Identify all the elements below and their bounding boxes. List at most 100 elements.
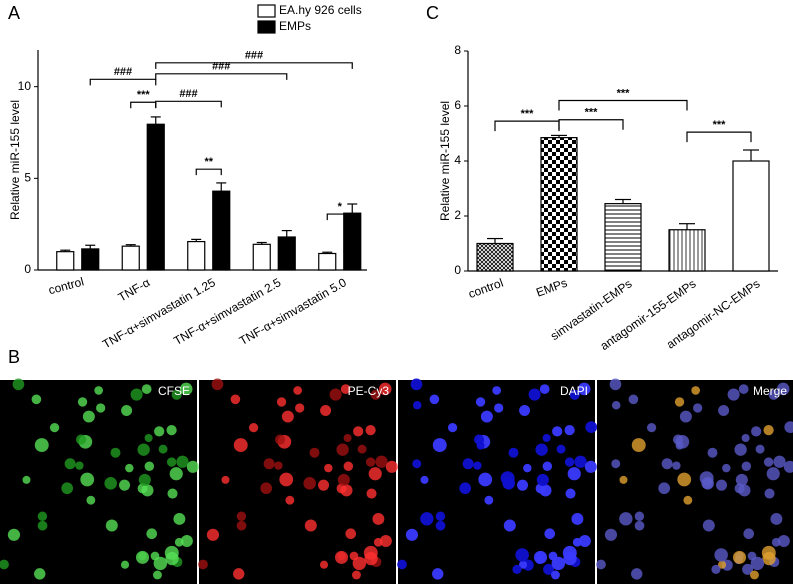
micrograph: PE-Cy3 (198, 378, 398, 584)
significance-label: ** (204, 156, 213, 168)
cell (611, 459, 621, 469)
cell (343, 433, 352, 443)
bar (668, 229, 706, 272)
cell (631, 568, 643, 580)
x-tick-label: TNF-α+simvastatin 2.5 (171, 275, 283, 348)
cell (198, 559, 208, 570)
cell (166, 457, 177, 467)
cell (211, 378, 224, 391)
cell (707, 447, 718, 458)
cell (385, 460, 398, 473)
cell (352, 556, 367, 571)
cell (166, 424, 177, 436)
cell (340, 484, 353, 497)
cell (77, 397, 88, 407)
cell (716, 479, 728, 491)
cell (675, 441, 684, 450)
cell (179, 382, 193, 396)
error-bar (743, 149, 759, 161)
cell (661, 458, 673, 470)
cell (137, 443, 150, 456)
cell (340, 384, 351, 394)
cell (141, 384, 152, 394)
error-bar (615, 198, 631, 204)
cell (429, 394, 440, 405)
cell (658, 482, 671, 495)
panel-label: B (8, 347, 20, 367)
cell (320, 405, 332, 417)
cell (619, 512, 633, 526)
micrograph: DAPI (397, 378, 598, 584)
cell (351, 570, 361, 580)
cell (7, 528, 21, 541)
cell (539, 384, 550, 394)
bar (252, 243, 271, 271)
cell (104, 477, 117, 490)
error-bar (191, 238, 202, 242)
bar (476, 242, 514, 272)
cell (96, 403, 106, 413)
cell (274, 461, 283, 470)
x-tick-label: control (47, 274, 85, 297)
error-bar (60, 249, 71, 252)
error-bar (551, 134, 567, 138)
cell (773, 455, 786, 468)
panel-label: A (8, 3, 20, 23)
cell (611, 400, 621, 410)
cell (556, 444, 566, 454)
bar (56, 251, 75, 271)
cell (329, 388, 342, 401)
cell (276, 397, 287, 407)
cell (604, 528, 618, 541)
error-bar (85, 244, 96, 249)
cell (631, 438, 646, 453)
significance-label: ### (114, 66, 132, 78)
y-tick-label: 10 (18, 79, 32, 93)
error-bar (487, 237, 503, 244)
cell (476, 441, 485, 450)
x-tick-label: TNF-α (116, 275, 153, 304)
significance-label: * (338, 201, 343, 213)
significance-bracket (155, 73, 288, 80)
cell (783, 460, 793, 473)
micrograph-bg (398, 380, 595, 584)
cell (518, 560, 528, 569)
cell (146, 528, 158, 540)
cell (749, 570, 759, 580)
cell (755, 444, 765, 454)
cell (236, 520, 247, 531)
cell (539, 484, 552, 497)
micrograph-bg (199, 380, 396, 584)
cell (564, 424, 575, 436)
significance-label: *** (713, 119, 727, 131)
image-label: DAPI (560, 384, 588, 398)
cell (365, 457, 376, 467)
image-label: PE-Cy3 (348, 384, 390, 398)
cell (121, 405, 133, 417)
cell (435, 511, 446, 522)
cell (135, 550, 150, 564)
cell (206, 528, 220, 541)
x-tick-label: control (466, 276, 505, 301)
cell (750, 556, 765, 571)
cell (542, 433, 551, 443)
cell (420, 475, 429, 484)
cell (634, 520, 645, 531)
cell (714, 548, 728, 562)
cell (768, 389, 779, 400)
cell (528, 388, 541, 401)
bar (277, 236, 296, 271)
cell (672, 461, 681, 470)
cell (345, 528, 357, 540)
image-label: CFSE (158, 384, 190, 398)
cell (120, 560, 130, 569)
bar (121, 245, 140, 271)
cell (61, 482, 74, 495)
cell (738, 384, 749, 394)
legend-swatch (257, 20, 276, 34)
cell (480, 410, 493, 423)
cell (0, 559, 9, 570)
cell (281, 410, 294, 423)
cell (152, 570, 162, 580)
